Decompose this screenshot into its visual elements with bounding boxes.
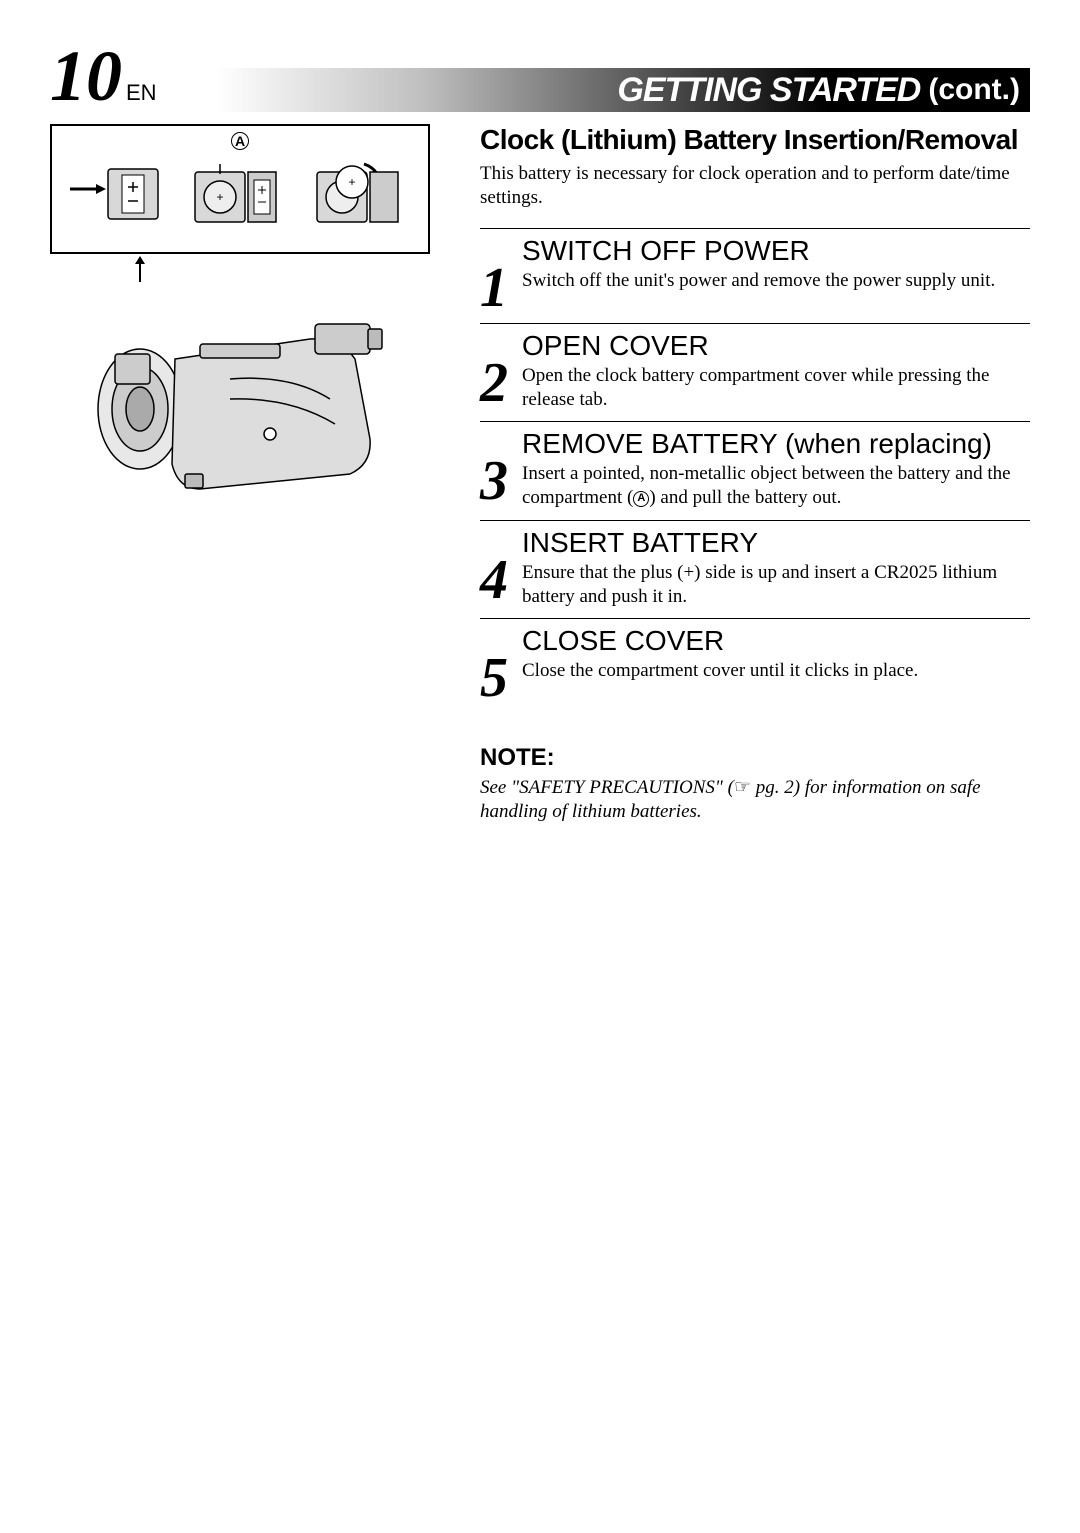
section-banner: GETTING STARTED (cont.) xyxy=(217,68,1030,112)
camcorder-diagram xyxy=(50,284,430,514)
step-number: 1 xyxy=(480,263,522,313)
step-number: 4 xyxy=(480,555,522,605)
step-title: OPEN COVER xyxy=(522,330,1030,362)
step-text: Ensure that the plus (+) side is up and … xyxy=(522,561,1030,609)
step-title: CLOSE COVER xyxy=(522,625,1030,657)
section-intro: This battery is necessary for clock oper… xyxy=(480,162,1030,210)
page-number: 10 EN xyxy=(50,40,157,112)
step-text: Close the compartment cover until it cli… xyxy=(522,659,1030,683)
step-title: REMOVE BATTERY (when replacing) xyxy=(522,428,1030,460)
page-language: EN xyxy=(126,80,157,106)
step-text: Open the clock battery compartment cover… xyxy=(522,364,1030,412)
compartment-closed-icon xyxy=(68,149,168,229)
step-title: SWITCH OFF POWER xyxy=(522,235,1030,267)
banner-continuation: (cont.) xyxy=(928,73,1020,107)
text-column: Clock (Lithium) Battery Insertion/Remova… xyxy=(480,124,1030,825)
step-title: INSERT BATTERY xyxy=(522,527,1030,559)
page-number-value: 10 xyxy=(50,40,122,112)
step-number: 2 xyxy=(480,358,522,408)
note-text-pre: See "SAFETY PRECAUTIONS" ( xyxy=(480,777,734,798)
diagram-column: A + xyxy=(50,124,450,825)
step-text: Switch off the unit's power and remove t… xyxy=(522,269,1030,293)
step-3: 3 REMOVE BATTERY (when replacing) Insert… xyxy=(480,421,1030,520)
step-2: 2 OPEN COVER Open the clock battery comp… xyxy=(480,323,1030,422)
connector-arrow-icon xyxy=(50,254,430,284)
battery-insert-icon: + xyxy=(302,142,412,237)
svg-text:+: + xyxy=(216,190,223,204)
step-text-post: ) and pull the battery out. xyxy=(649,487,841,508)
page-ref-icon: ☞ xyxy=(734,776,751,801)
step-5: 5 CLOSE COVER Close the compartment cove… xyxy=(480,618,1030,713)
page-content: A + xyxy=(50,124,1030,825)
compartment-open-icon: + xyxy=(180,142,290,237)
diagram-label-a: A xyxy=(231,132,249,150)
section-title: Clock (Lithium) Battery Insertion/Remova… xyxy=(480,124,1030,156)
step-4: 4 INSERT BATTERY Ensure that the plus (+… xyxy=(480,520,1030,619)
circled-a-ref: A xyxy=(633,491,649,507)
step-number: 3 xyxy=(480,456,522,506)
page-header: 10 EN GETTING STARTED (cont.) xyxy=(50,40,1030,112)
note-section: NOTE: See "SAFETY PRECAUTIONS" (☞ pg. 2)… xyxy=(480,744,1030,825)
step-number: 5 xyxy=(480,653,522,703)
note-text: See "SAFETY PRECAUTIONS" (☞ pg. 2) for i… xyxy=(480,776,1030,825)
battery-steps-diagram: A + xyxy=(50,124,430,254)
step-1: 1 SWITCH OFF POWER Switch off the unit's… xyxy=(480,228,1030,323)
banner-title: GETTING STARTED xyxy=(617,71,920,110)
note-title: NOTE: xyxy=(480,744,1030,772)
svg-text:+: + xyxy=(348,175,355,189)
step-text: Insert a pointed, non-metallic object be… xyxy=(522,462,1030,510)
